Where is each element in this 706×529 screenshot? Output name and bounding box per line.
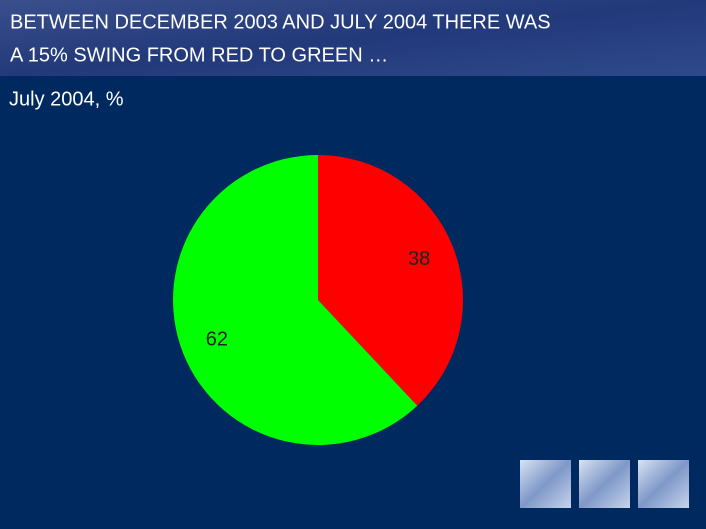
subtitle: July 2004, % bbox=[9, 88, 124, 110]
pie-slice bbox=[318, 155, 463, 406]
value-label: 38 bbox=[408, 248, 430, 270]
title-line: BETWEEN DECEMBER 2003 AND JULY 2004 THER… bbox=[10, 11, 551, 33]
pie: 38 62 bbox=[172, 155, 463, 446]
pie-slice bbox=[172, 155, 418, 446]
title-line: A 15% SWING FROM RED TO GREEN … bbox=[10, 44, 388, 66]
value-label: 62 bbox=[206, 328, 228, 350]
header-band bbox=[0, 0, 706, 76]
decor-image bbox=[520, 460, 571, 508]
decor-image bbox=[579, 460, 630, 508]
decor-image bbox=[638, 460, 689, 508]
